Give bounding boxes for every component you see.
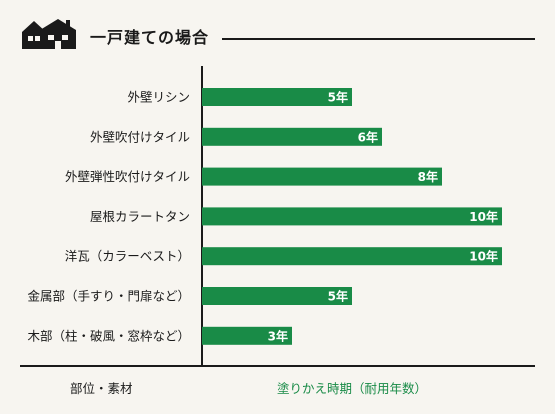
bar-value-label: 6年 bbox=[358, 129, 378, 144]
bar bbox=[202, 247, 502, 266]
chart-title: 一戸建ての場合 bbox=[90, 28, 210, 47]
houses-icon bbox=[20, 16, 80, 56]
category-label: 木部（柱・破風・窓枠など） bbox=[27, 328, 190, 343]
bar bbox=[202, 88, 352, 106]
bar-value-label: 8年 bbox=[418, 169, 438, 184]
bar-value-label: 5年 bbox=[328, 289, 348, 304]
category-label: 洋瓦（カラーベスト） bbox=[65, 249, 190, 264]
bar-value-label: 10年 bbox=[469, 209, 498, 224]
bar bbox=[202, 127, 382, 146]
bar bbox=[202, 326, 292, 345]
category-label: 外壁リシン bbox=[127, 90, 190, 105]
category-label: 外壁弾性吹付けタイル bbox=[65, 169, 190, 184]
category-label: 屋根カラートタン bbox=[90, 209, 190, 224]
bar-value-label: 5年 bbox=[328, 90, 348, 105]
category-label: 外壁吹付けタイル bbox=[90, 129, 190, 144]
x-axis-title: 塗りかえ時期（耐用年数） bbox=[277, 381, 428, 396]
category-label: 金属部（手すり・門扉など） bbox=[27, 289, 190, 304]
bar bbox=[202, 287, 352, 305]
title-divider bbox=[222, 38, 535, 40]
y-axis-title: 部位・素材 bbox=[70, 381, 133, 396]
bar bbox=[202, 207, 502, 226]
bar bbox=[202, 167, 442, 186]
bar-value-label: 3年 bbox=[268, 328, 288, 343]
bar-value-label: 10年 bbox=[469, 249, 498, 264]
